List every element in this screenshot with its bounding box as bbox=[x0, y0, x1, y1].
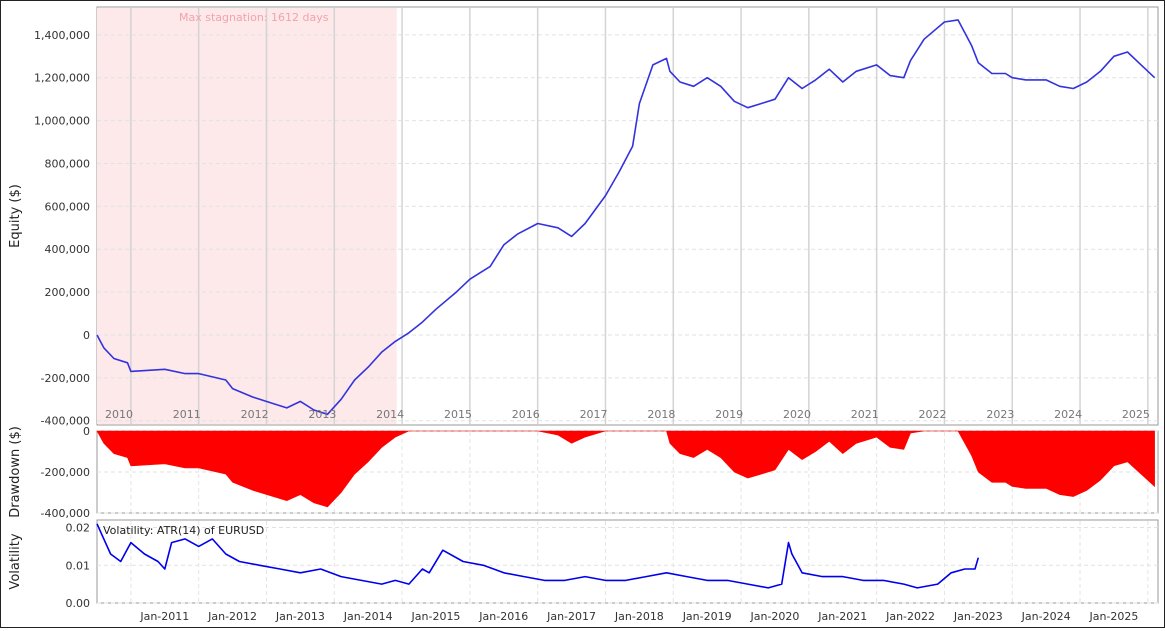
y-tick-label: 0 bbox=[83, 425, 90, 438]
x-tick-label: Jan-2021 bbox=[817, 610, 867, 623]
year-label: 2011 bbox=[173, 408, 201, 421]
year-label: 2015 bbox=[444, 408, 472, 421]
year-label: 2023 bbox=[986, 408, 1014, 421]
y-axis-title: Equity ($) bbox=[8, 184, 23, 248]
year-label: 2021 bbox=[851, 408, 879, 421]
x-tick-label: Jan-2022 bbox=[885, 610, 935, 623]
y-tick-label: -200,000 bbox=[41, 372, 90, 385]
plot-area bbox=[96, 519, 1159, 604]
y-tick-label: 200,000 bbox=[45, 286, 91, 299]
chart-annotation: Volatility: ATR(14) of EURUSD bbox=[103, 524, 264, 537]
year-label: 2016 bbox=[512, 408, 540, 421]
x-tick-label: Jan-2024 bbox=[1021, 610, 1071, 623]
volatility-line bbox=[96, 523, 980, 589]
y-tick-label: 1,400,000 bbox=[34, 29, 90, 42]
y-tick-label: -400,000 bbox=[41, 415, 90, 428]
y-tick-label: 1,200,000 bbox=[34, 72, 90, 85]
year-label: 2018 bbox=[647, 408, 675, 421]
x-tick-label: Jan-2020 bbox=[749, 610, 799, 623]
y-tick-label: 600,000 bbox=[45, 200, 91, 213]
y-tick-label: 0.01 bbox=[66, 559, 91, 572]
year-label: 2014 bbox=[376, 408, 404, 421]
year-label: 2013 bbox=[308, 408, 336, 421]
y-tick-label: 0.02 bbox=[66, 522, 91, 535]
y-tick-label: 400,000 bbox=[45, 243, 91, 256]
x-tick-label: Jan-2013 bbox=[275, 610, 325, 623]
year-label: 2012 bbox=[241, 408, 269, 421]
drawdown-panel: 0 -200,000 -400,000 Drawdown ($) bbox=[8, 425, 1159, 520]
year-label: 2022 bbox=[919, 408, 947, 421]
stagnation-shade bbox=[97, 8, 397, 424]
year-label: 2019 bbox=[715, 408, 743, 421]
y-axis-title: Volatility bbox=[8, 533, 23, 589]
x-tick-label: Jan-2014 bbox=[343, 610, 393, 623]
x-tick-label: Jan-2017 bbox=[546, 610, 596, 623]
y-tick-label: 0 bbox=[83, 329, 90, 342]
x-tick-label: Jan-2011 bbox=[139, 610, 189, 623]
x-tick-label: Jan-2023 bbox=[953, 610, 1003, 623]
x-tick-label: Jan-2025 bbox=[1088, 610, 1138, 623]
volatility-panel: 0.00 0.01 0.02 Volatility: ATR(14) of EURUS… bbox=[8, 519, 1159, 623]
y-tick-label: 800,000 bbox=[45, 157, 91, 170]
y-tick-label: 1,000,000 bbox=[34, 115, 90, 128]
year-label: 2017 bbox=[580, 408, 608, 421]
y-tick-label: 0.00 bbox=[66, 597, 91, 610]
year-label: 2025 bbox=[1122, 408, 1150, 421]
x-tick-label: Jan-2018 bbox=[614, 610, 664, 623]
year-label: 2010 bbox=[105, 408, 133, 421]
x-tick-label: Jan-2016 bbox=[478, 610, 528, 623]
year-label: 2024 bbox=[1054, 408, 1082, 421]
y-axis-title: Drawdown ($) bbox=[8, 426, 23, 518]
equity-panel: -400,000 -200,000 0 200,000 400,000 600,000 80… bbox=[8, 6, 1159, 428]
drawdown-area bbox=[96, 430, 1155, 508]
x-tick-label: Jan-2012 bbox=[207, 610, 257, 623]
year-label: 2020 bbox=[783, 408, 811, 421]
equity-line bbox=[96, 19, 1156, 416]
chart-annotation: Max stagnation: 1612 days bbox=[179, 11, 329, 24]
x-tick-label: Jan-2019 bbox=[682, 610, 732, 623]
y-tick-label: -400,000 bbox=[41, 507, 90, 520]
x-tick-label: Jan-2015 bbox=[411, 610, 461, 623]
y-tick-label: -200,000 bbox=[41, 466, 90, 479]
